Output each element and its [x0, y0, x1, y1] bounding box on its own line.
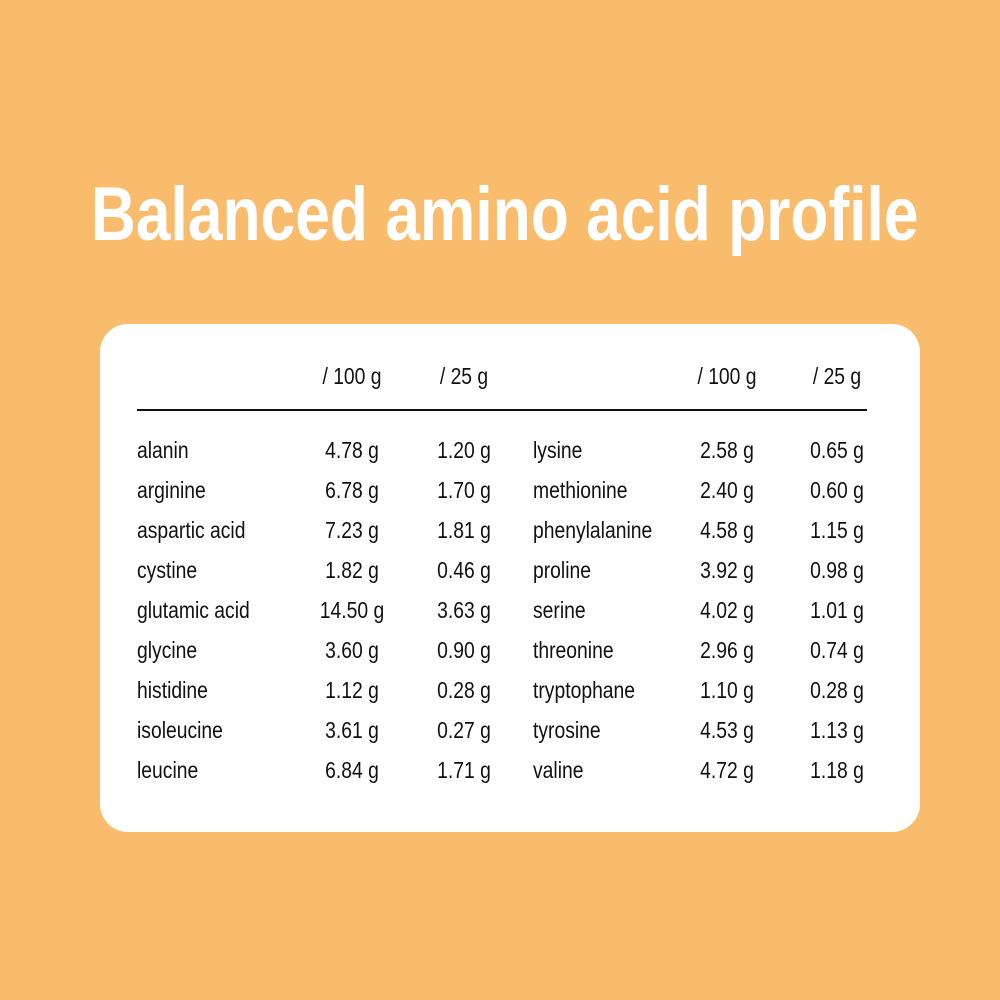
value-per-25g: 1.01 g: [810, 597, 864, 623]
value-per-100g: 14.50 g: [319, 597, 385, 623]
amino-acid-name: isoleucine: [137, 717, 223, 743]
value-per-100g: 3.61 g: [325, 717, 379, 743]
value-per-25g: 1.71 g: [437, 757, 491, 783]
column-header: / 100 g: [322, 363, 382, 389]
value-per-25g: 3.63 g: [437, 597, 491, 623]
amino-acid-name: tyrosine: [533, 717, 601, 743]
value-per-100g: 1.82 g: [325, 557, 379, 583]
amino-acid-name: tryptophane: [533, 677, 636, 703]
amino-acid-name: aspartic acid: [137, 517, 246, 543]
value-per-25g: 0.60 g: [810, 477, 864, 503]
amino-acid-name: alanin: [137, 437, 189, 463]
value-per-100g: 2.40 g: [700, 477, 754, 503]
amino-acid-name: serine: [533, 597, 586, 623]
amino-acid-name: histidine: [137, 677, 208, 703]
value-per-100g: 4.02 g: [700, 597, 754, 623]
amino-acid-name: lysine: [533, 437, 583, 463]
value-per-100g: 4.53 g: [700, 717, 754, 743]
value-per-25g: 1.70 g: [437, 477, 491, 503]
column-header: / 25 g: [812, 363, 862, 389]
amino-acid-name: phenylalanine: [533, 517, 653, 543]
header-divider: [137, 409, 867, 411]
value-per-25g: 0.65 g: [810, 437, 864, 463]
value-per-25g: 0.98 g: [810, 557, 864, 583]
amino-acid-name: glycine: [137, 637, 198, 663]
amino-acid-name: leucine: [137, 757, 199, 783]
value-per-100g: 1.12 g: [325, 677, 379, 703]
value-per-100g: 6.84 g: [325, 757, 379, 783]
value-per-100g: 3.92 g: [700, 557, 754, 583]
value-per-25g: 0.74 g: [810, 637, 864, 663]
amino-acid-name: proline: [533, 557, 591, 583]
amino-acid-name: cystine: [137, 557, 198, 583]
amino-acid-name: arginine: [137, 477, 206, 503]
column-header: / 25 g: [439, 363, 489, 389]
amino-acid-table: / 100 g / 25 g / 100 g / 25 g alanin 4.78 g 1.…: [100, 324, 920, 832]
column-header: / 100 g: [697, 363, 757, 389]
value-per-100g: 6.78 g: [325, 477, 379, 503]
value-per-100g: 2.96 g: [700, 637, 754, 663]
value-per-25g: 0.28 g: [437, 677, 491, 703]
value-per-100g: 7.23 g: [325, 517, 379, 543]
value-per-25g: 1.13 g: [810, 717, 864, 743]
amino-acid-name: glutamic acid: [137, 597, 250, 623]
value-per-25g: 0.46 g: [437, 557, 491, 583]
value-per-100g: 4.72 g: [700, 757, 754, 783]
value-per-100g: 2.58 g: [700, 437, 754, 463]
value-per-25g: 0.28 g: [810, 677, 864, 703]
value-per-25g: 1.81 g: [437, 517, 491, 543]
value-per-100g: 3.60 g: [325, 637, 379, 663]
value-per-25g: 0.90 g: [437, 637, 491, 663]
value-per-25g: 1.18 g: [810, 757, 864, 783]
value-per-100g: 4.58 g: [700, 517, 754, 543]
amino-acid-name: valine: [533, 757, 584, 783]
amino-acid-name: methionine: [533, 477, 628, 503]
value-per-25g: 1.15 g: [810, 517, 864, 543]
page-title: Balanced amino acid profile: [90, 172, 919, 257]
value-per-100g: 4.78 g: [325, 437, 379, 463]
amino-acid-name: threonine: [533, 637, 614, 663]
value-per-25g: 0.27 g: [437, 717, 491, 743]
value-per-100g: 1.10 g: [700, 677, 754, 703]
value-per-25g: 1.20 g: [437, 437, 491, 463]
